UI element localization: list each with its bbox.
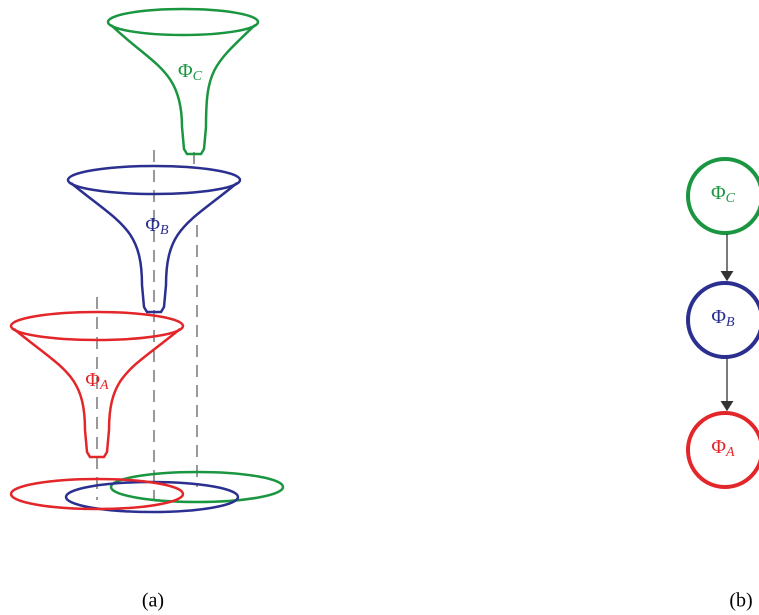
funnel (111, 25, 255, 154)
funnel-rim (108, 9, 258, 35)
symbol: Φ (85, 369, 100, 391)
symbol: Φ (711, 306, 726, 328)
caption: (b) (729, 590, 752, 612)
symbol: Φ (145, 214, 160, 236)
symbol: Φ (711, 182, 726, 204)
figure: ΦCΦBΦAΦCΦBΦA (a) (b) (0, 0, 759, 615)
symbol: Φ (178, 60, 193, 82)
base-ellipse (66, 482, 238, 512)
subscript: C (193, 69, 203, 84)
label: ΦA (85, 369, 109, 394)
subscript: B (726, 315, 735, 330)
label: ΦC (178, 60, 203, 85)
subscript: C (726, 191, 736, 206)
subscript: B (160, 223, 169, 238)
symbol: Φ (711, 436, 726, 458)
subscript: A (725, 445, 735, 460)
caption: (a) (142, 590, 164, 612)
label: ΦB (145, 214, 169, 239)
subscript: A (99, 378, 109, 393)
